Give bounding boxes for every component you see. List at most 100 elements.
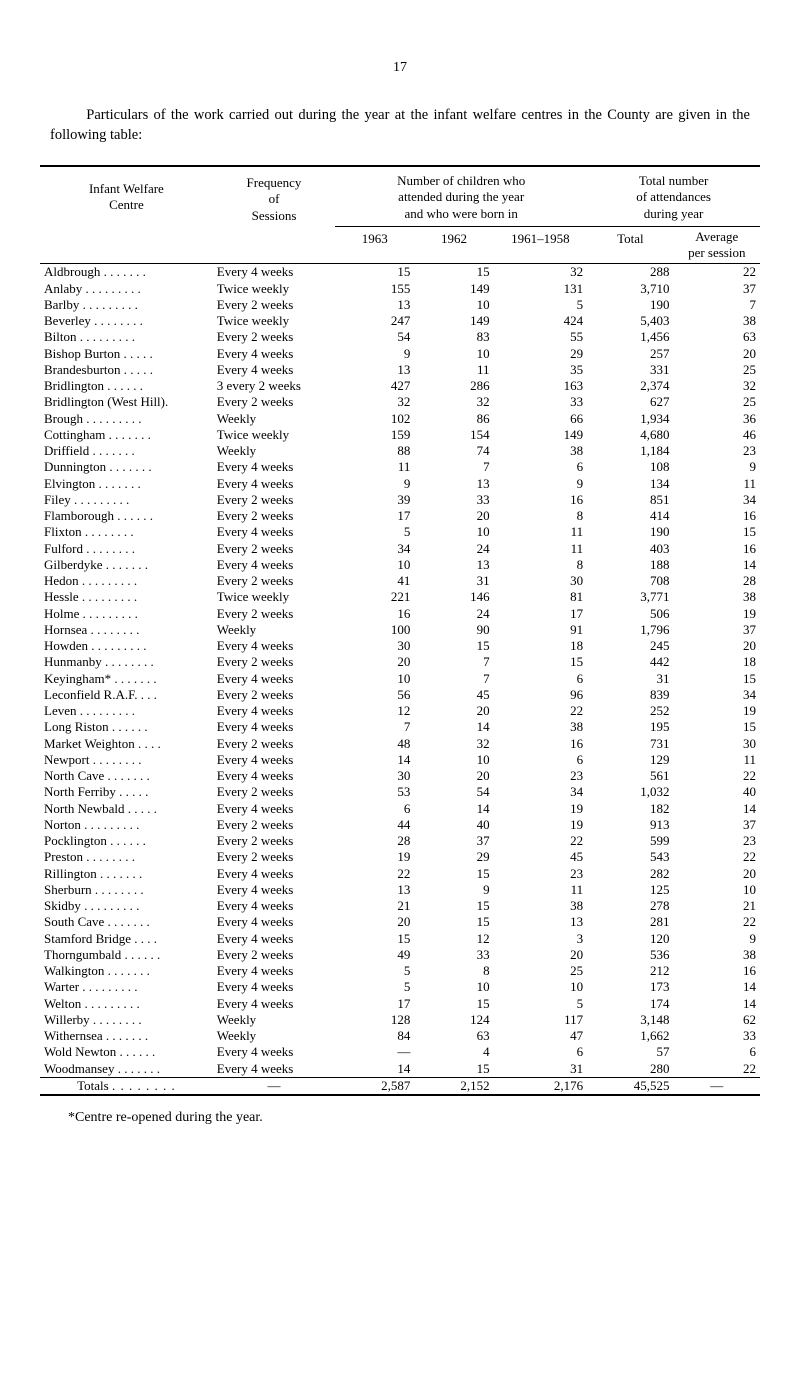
cell-1961-1958: 23 [494, 866, 588, 882]
cell-total: 1,662 [587, 1028, 673, 1044]
frequency-cell: Every 2 weeks [213, 573, 335, 589]
table-row: Keyingham* . . . . . . . Every 4 weeks10… [40, 671, 760, 687]
cell-1963: 56 [335, 687, 414, 703]
header-total: Total [587, 226, 673, 264]
cell-total: 506 [587, 606, 673, 622]
frequency-cell: Every 4 weeks [213, 866, 335, 882]
cell-1963: 10 [335, 557, 414, 573]
frequency-cell: Every 4 weeks [213, 1061, 335, 1078]
cell-avg: 10 [674, 882, 760, 898]
centre-name-cell: Preston . . . . . . . . [40, 849, 213, 865]
totals-total: 45,525 [587, 1077, 673, 1095]
cell-total: 134 [587, 476, 673, 492]
cell-1961-1958: 131 [494, 281, 588, 297]
cell-total: 414 [587, 508, 673, 524]
cell-1962: 11 [414, 362, 493, 378]
centre-name-cell: Keyingham* . . . . . . . [40, 671, 213, 687]
cell-1961-1958: 25 [494, 963, 588, 979]
cell-avg: 22 [674, 768, 760, 784]
frequency-cell: Weekly [213, 1028, 335, 1044]
table-row: Long Riston . . . . . . Every 4 weeks714… [40, 719, 760, 735]
centre-name-cell: Driffield . . . . . . . [40, 443, 213, 459]
table-row: Pocklington . . . . . . Every 2 weeks283… [40, 833, 760, 849]
frequency-cell: Every 2 weeks [213, 508, 335, 524]
cell-1963: 7 [335, 719, 414, 735]
cell-1963: 54 [335, 329, 414, 345]
frequency-cell: 3 every 2 weeks [213, 378, 335, 394]
cell-1962: 10 [414, 524, 493, 540]
table-row: Leven . . . . . . . . . Every 4 weeks122… [40, 703, 760, 719]
table-row: Stamford Bridge . . . . Every 4 weeks151… [40, 931, 760, 947]
cell-1963: 427 [335, 378, 414, 394]
cell-1962: 124 [414, 1012, 493, 1028]
cell-1963: 9 [335, 346, 414, 362]
cell-1962: 8 [414, 963, 493, 979]
centre-name-cell: Walkington . . . . . . . [40, 963, 213, 979]
cell-1963: 84 [335, 1028, 414, 1044]
cell-1963: 6 [335, 801, 414, 817]
cell-1962: 13 [414, 557, 493, 573]
cell-1963: 5 [335, 979, 414, 995]
cell-avg: 25 [674, 394, 760, 410]
cell-1961-1958: 17 [494, 606, 588, 622]
header-1963: 1963 [335, 226, 414, 264]
cell-1963: 16 [335, 606, 414, 622]
table-row: Woodmansey . . . . . . . Every 4 weeks14… [40, 1061, 760, 1078]
cell-1963: 17 [335, 996, 414, 1012]
cell-1962: 149 [414, 281, 493, 297]
cell-avg: 28 [674, 573, 760, 589]
cell-1963: 100 [335, 622, 414, 638]
cell-1961-1958: 149 [494, 427, 588, 443]
cell-1961-1958: 424 [494, 313, 588, 329]
header-centre: Infant Welfare Centre [40, 166, 213, 264]
cell-avg: 21 [674, 898, 760, 914]
cell-1962: 37 [414, 833, 493, 849]
cell-1961-1958: 11 [494, 524, 588, 540]
centre-name-cell: Pocklington . . . . . . [40, 833, 213, 849]
cell-1962: 4 [414, 1044, 493, 1060]
totals-freq: — [213, 1077, 335, 1095]
cell-1961-1958: 117 [494, 1012, 588, 1028]
cell-avg: 14 [674, 557, 760, 573]
cell-total: 1,032 [587, 784, 673, 800]
cell-total: 57 [587, 1044, 673, 1060]
cell-1961-1958: 38 [494, 719, 588, 735]
centre-name-cell: Brough . . . . . . . . . [40, 411, 213, 427]
centre-name-cell: Barlby . . . . . . . . . [40, 297, 213, 313]
cell-1963: 30 [335, 638, 414, 654]
cell-1961-1958: 15 [494, 654, 588, 670]
cell-total: 195 [587, 719, 673, 735]
cell-1961-1958: 11 [494, 882, 588, 898]
cell-1962: 24 [414, 541, 493, 557]
centre-name-cell: Hedon . . . . . . . . . [40, 573, 213, 589]
cell-total: 278 [587, 898, 673, 914]
table-row: Hedon . . . . . . . . . Every 2 weeks413… [40, 573, 760, 589]
cell-1962: 15 [414, 1061, 493, 1078]
cell-1961-1958: 96 [494, 687, 588, 703]
table-row: Sherburn . . . . . . . . Every 4 weeks13… [40, 882, 760, 898]
cell-total: 331 [587, 362, 673, 378]
frequency-cell: Every 4 weeks [213, 459, 335, 475]
frequency-cell: Every 4 weeks [213, 752, 335, 768]
header-avg: Average per session [674, 226, 760, 264]
frequency-cell: Every 2 weeks [213, 736, 335, 752]
frequency-cell: Twice weekly [213, 281, 335, 297]
cell-1962: 20 [414, 508, 493, 524]
cell-avg: 62 [674, 1012, 760, 1028]
cell-1961-1958: 23 [494, 768, 588, 784]
cell-1962: 15 [414, 264, 493, 281]
cell-total: 3,710 [587, 281, 673, 297]
cell-1961-1958: 9 [494, 476, 588, 492]
cell-1963: 88 [335, 443, 414, 459]
cell-1963: 13 [335, 362, 414, 378]
cell-avg: 36 [674, 411, 760, 427]
table-row: North Ferriby . . . . . Every 2 weeks535… [40, 784, 760, 800]
cell-1961-1958: 8 [494, 557, 588, 573]
cell-total: 280 [587, 1061, 673, 1078]
cell-1963: 21 [335, 898, 414, 914]
welfare-table: Infant Welfare Centre Frequency of Sessi… [40, 165, 760, 1096]
cell-1962: 13 [414, 476, 493, 492]
cell-1961-1958: 31 [494, 1061, 588, 1078]
cell-total: 4,680 [587, 427, 673, 443]
frequency-cell: Weekly [213, 1012, 335, 1028]
